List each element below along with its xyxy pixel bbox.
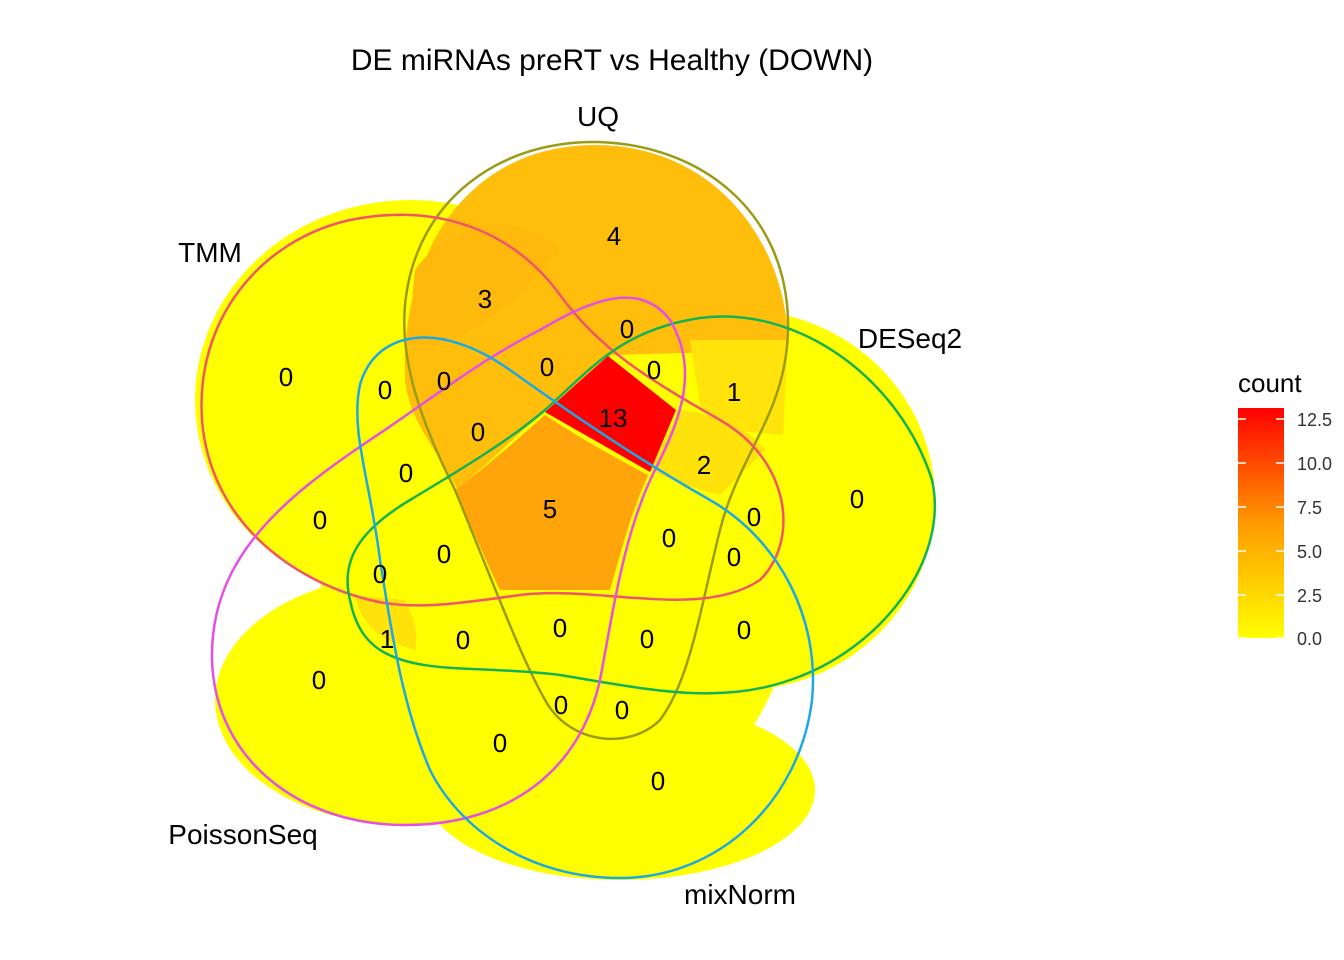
region-count: 0 — [437, 539, 451, 569]
deseq2-outline — [346, 315, 937, 695]
region-count: 3 — [478, 284, 492, 314]
region-count: 0 — [554, 690, 568, 720]
region-count: 2 — [697, 450, 711, 480]
region-count: 0 — [373, 559, 387, 589]
region-count: 0 — [850, 484, 864, 514]
region-count: 13 — [599, 403, 628, 433]
region-count: 0 — [456, 625, 470, 655]
all-five-fill — [545, 356, 676, 472]
legend-colorbar — [1238, 408, 1284, 638]
region-count: 0 — [399, 458, 413, 488]
region-count: 0 — [737, 615, 751, 645]
region-count: 0 — [727, 542, 741, 572]
region-count: 4 — [607, 221, 621, 251]
set-label-tmm: TMM — [178, 237, 242, 268]
set-label-deseq2: DESeq2 — [858, 323, 962, 354]
region-count: 1 — [727, 377, 741, 407]
legend-tick-label: 0.0 — [1297, 629, 1322, 649]
set-label-mixnorm: mixNorm — [684, 879, 796, 910]
region-count: 0 — [662, 523, 676, 553]
legend-title: count — [1238, 368, 1302, 398]
region-counts: 4 0 0 0 0 3 1 13 5 2 1 0 0 0 0 0 0 0 0 0… — [279, 221, 864, 796]
region-count: 0 — [437, 366, 451, 396]
region-count: 1 — [380, 624, 394, 654]
region-count: 0 — [651, 766, 665, 796]
tmm-outline — [200, 213, 785, 607]
region-count: 0 — [615, 695, 629, 725]
region-count: 0 — [279, 362, 293, 392]
set-label-poissonseq: PoissonSeq — [168, 819, 317, 850]
legend: count 12.5 10.0 7.5 5.0 2.5 0.0 — [1238, 368, 1332, 649]
region-count: 0 — [312, 665, 326, 695]
chart-title: DE miRNAs preRT vs Healthy (DOWN) — [351, 44, 873, 77]
region-count: 5 — [543, 494, 557, 524]
poissonseq-outline — [210, 296, 687, 827]
legend-tick-label: 5.0 — [1297, 542, 1322, 562]
all-but-uq-fill — [455, 415, 648, 590]
legend-tick-marks — [1238, 418, 1284, 639]
region-count: 0 — [313, 505, 327, 535]
legend-tick-label: 10.0 — [1297, 454, 1332, 474]
region-count: 0 — [553, 613, 567, 643]
region-count: 0 — [620, 314, 634, 344]
legend-tick-label: 7.5 — [1297, 498, 1322, 518]
set-fills — [195, 145, 935, 880]
uq-deseq2-fill — [690, 340, 788, 435]
legend-tick-label: 2.5 — [1297, 586, 1322, 606]
region-count: 0 — [493, 728, 507, 758]
region-count: 0 — [378, 375, 392, 405]
region-count: 0 — [471, 417, 485, 447]
region-count: 0 — [540, 352, 554, 382]
set-outlines — [200, 140, 937, 880]
set-label-uq: UQ — [577, 101, 619, 132]
region-count: 0 — [747, 502, 761, 532]
uq-outline — [403, 140, 790, 741]
region-count: 0 — [640, 624, 654, 654]
mixnorm-outline — [356, 336, 815, 880]
region-count: 0 — [647, 355, 661, 385]
poissonseq-deseq2-fill — [355, 595, 417, 650]
legend-tick-label: 12.5 — [1297, 410, 1332, 430]
